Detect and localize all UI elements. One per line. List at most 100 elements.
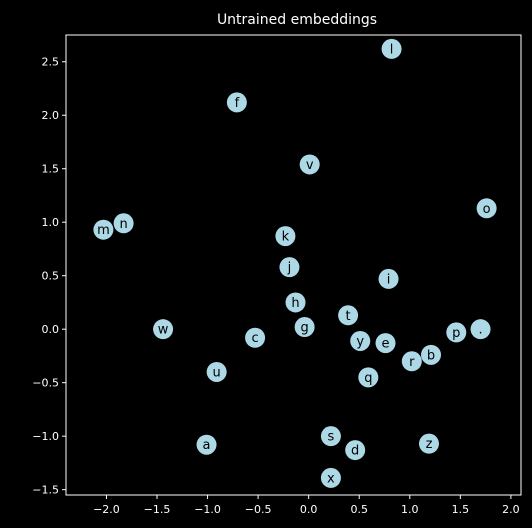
data-point: e [375,333,396,354]
point-label: q [364,371,372,386]
data-point: c [245,327,266,348]
point-marker [294,317,315,338]
point-label: z [426,437,433,452]
point-label: p [452,326,460,341]
data-point: x [320,467,341,488]
y-tick-label: −1.0 [32,430,59,443]
data-point: i [378,268,399,289]
x-tick-label: −1.0 [194,503,221,516]
plot-frame [65,34,522,496]
data-point: l [381,38,402,59]
point-label: l [390,42,394,57]
point-label: f [235,96,240,111]
point-label: v [306,158,314,173]
y-tick-label: 2.5 [42,56,60,69]
point-marker [206,361,227,382]
x-tick-label: 2.0 [502,503,520,516]
x-tick-label: −1.5 [144,503,171,516]
data-point: q [358,367,379,388]
point-marker [338,305,359,326]
data-point: k [275,226,296,247]
data-point: . [470,319,491,340]
data-point: h [285,292,306,313]
point-marker [275,226,296,247]
point-label: a [203,438,211,453]
data-point: s [320,426,341,447]
point-label: b [427,348,435,363]
point-marker [153,319,174,340]
point-marker [421,344,442,365]
data-point: y [350,330,371,351]
data-point: u [206,361,227,382]
x-tick-label: −2.0 [93,503,120,516]
point-marker [245,327,266,348]
point-label: s [328,430,335,445]
y-tick-label: 1.5 [42,163,60,176]
data-point: f [226,92,247,113]
data-point: p [446,322,467,343]
data-point: a [196,434,217,455]
data-point: m [93,219,114,240]
point-label: c [251,331,258,346]
point-marker [418,433,439,454]
point-marker [375,333,396,354]
data-point: j [279,257,300,278]
x-tick-label: 0.5 [350,503,368,516]
point-label: m [97,223,110,238]
y-tick-label: 0.0 [42,323,60,336]
point-marker [320,467,341,488]
point-label: k [282,230,290,245]
x-tick-label: 1.5 [452,503,470,516]
point-marker [320,426,341,447]
point-marker [299,154,320,175]
point-label: j [287,261,292,276]
data-point: z [418,433,439,454]
point-marker [345,440,366,461]
point-marker [476,198,497,219]
x-tick-label: 1.0 [401,503,419,516]
x-axis: −2.0 −1.5 −1.0 −0.5 0.0 0.5 1.0 1.5 2.0 [93,495,520,516]
y-tick-label: −1.5 [32,484,59,497]
data-point: v [299,154,320,175]
point-label: . [478,323,482,338]
point-marker [113,213,134,234]
point-label: w [158,323,169,338]
point-marker [401,351,422,372]
y-tick-label: 0.5 [42,270,60,283]
y-axis: −1.5 −1.0 −0.5 0.0 0.5 1.0 1.5 2.0 2.5 [32,56,66,497]
point-label: i [387,272,391,287]
point-label: h [291,296,299,311]
point-marker [446,322,467,343]
point-label: o [483,202,491,217]
y-tick-label: 2.0 [42,109,60,122]
chart-title: Untrained embeddings [217,12,377,28]
point-label: n [120,217,128,232]
point-marker [226,92,247,113]
point-marker [350,330,371,351]
point-label: x [327,471,335,486]
data-point: t [338,305,359,326]
data-point: w [153,319,174,340]
point-marker [285,292,306,313]
point-marker [358,367,379,388]
data-point: g [294,317,315,338]
data-point: d [345,440,366,461]
point-marker [196,434,217,455]
point-label: e [382,337,390,352]
data-point: o [476,198,497,219]
point-marker [378,268,399,289]
point-marker [279,257,300,278]
x-tick-label: −0.5 [245,503,272,516]
point-label: u [213,365,221,380]
point-label: d [351,444,359,459]
point-label: r [409,355,415,370]
y-tick-label: 1.0 [42,216,60,229]
point-label: g [300,321,308,336]
data-point: n [113,213,134,234]
points-layer: l f v o m n k j i h t w g c y e p . br u q s d a z x [93,38,497,488]
y-tick-label: −0.5 [32,377,59,390]
point-marker [470,319,491,340]
x-tick-label: 0.0 [300,503,318,516]
